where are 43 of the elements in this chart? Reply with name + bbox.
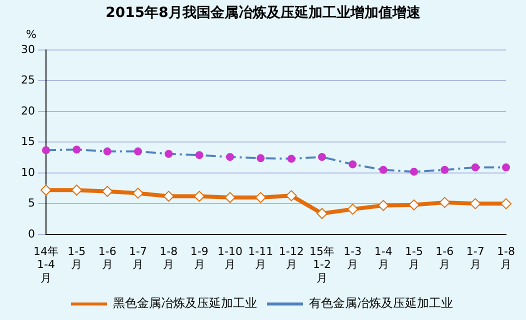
point bbox=[408, 199, 420, 210]
x-tick-label: 1-9 月 bbox=[190, 244, 208, 272]
point bbox=[378, 200, 389, 212]
point bbox=[347, 204, 358, 215]
x-tick-label: 1-8 月 bbox=[160, 244, 178, 272]
y-tick-label: 20 bbox=[20, 104, 35, 118]
point bbox=[316, 208, 328, 219]
x-tick-label: 1-12 月 bbox=[278, 244, 304, 272]
point bbox=[224, 192, 236, 204]
legend-label: 黑色金属冶炼及压延加工业 bbox=[113, 296, 257, 310]
x-tick-label: 1-5 月 bbox=[405, 244, 423, 272]
point bbox=[194, 190, 205, 202]
point bbox=[439, 196, 450, 208]
y-tick-label: 30 bbox=[20, 42, 35, 56]
point bbox=[255, 192, 266, 204]
y-axis-title: % bbox=[26, 28, 36, 41]
y-tick-label: 15 bbox=[20, 135, 35, 148]
point bbox=[500, 198, 512, 210]
x-tick-label: 15年 1-2 月 bbox=[310, 244, 334, 284]
y-tick-label: 25 bbox=[20, 74, 35, 87]
x-tick-label: 1-6 月 bbox=[98, 244, 116, 272]
x-tick-label: 1-11 月 bbox=[248, 244, 274, 272]
point bbox=[102, 186, 113, 197]
point bbox=[40, 184, 52, 196]
x-tick-label: 1-4 月 bbox=[374, 244, 392, 272]
point bbox=[163, 190, 174, 202]
legend-label: 有色金属冶炼及压延加工业 bbox=[309, 296, 453, 310]
x-tick-label: 14年 1-4 月 bbox=[33, 244, 58, 284]
x-tick-label: 1-10 月 bbox=[218, 244, 242, 272]
y-tick-label: 10 bbox=[20, 166, 35, 179]
point bbox=[470, 198, 481, 210]
point bbox=[286, 190, 297, 202]
y-tick-label: 0 bbox=[28, 227, 35, 240]
chart-title: 2015年8月我国金属冶炼及压延加工业增加值增速 bbox=[104, 4, 422, 22]
x-tick-label: 1-6 月 bbox=[436, 244, 454, 272]
x-tick-label: 1-5 月 bbox=[68, 244, 86, 272]
y-tick-label: 5 bbox=[28, 196, 35, 210]
x-tick-label: 1-3 月 bbox=[344, 244, 362, 272]
point bbox=[132, 188, 144, 199]
x-tick-label: 1-7 月 bbox=[129, 244, 147, 272]
x-tick-label: 1-7 月 bbox=[466, 244, 484, 272]
point bbox=[71, 184, 82, 196]
x-tick-label: 1-8 月 bbox=[497, 244, 515, 272]
